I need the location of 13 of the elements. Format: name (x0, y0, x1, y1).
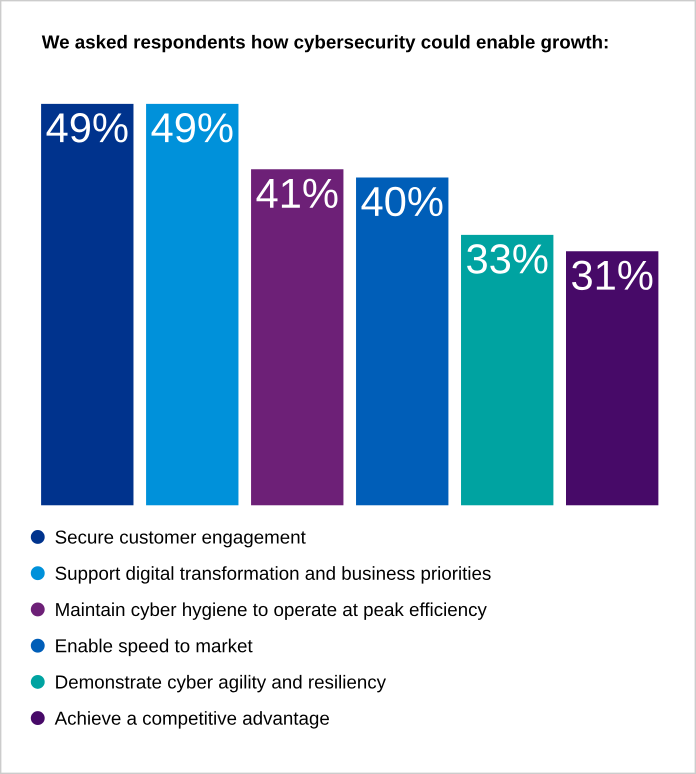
legend-label: Support digital transformation and business priorities (55, 566, 491, 584)
legend-label: Secure customer engagement (55, 530, 306, 548)
legend-label: Maintain cyber hygiene to operate at peak efficiency (56, 602, 487, 620)
legend-label: Enable speed to market (56, 638, 253, 656)
data-label: 31% (572, 260, 652, 290)
legend-label: Demonstrate cyber agility and resiliency (56, 674, 386, 692)
data-label: 41% (256, 178, 338, 208)
data-label: 40% (361, 186, 442, 216)
legend-label: Achieve a competitive advantage (54, 711, 329, 729)
chart-title: We asked respondents how cybersecurity could enable growth: (42, 34, 608, 52)
data-label: 33% (467, 244, 548, 274)
data-label: 49% (46, 113, 128, 143)
data-label: 49% (152, 113, 232, 143)
